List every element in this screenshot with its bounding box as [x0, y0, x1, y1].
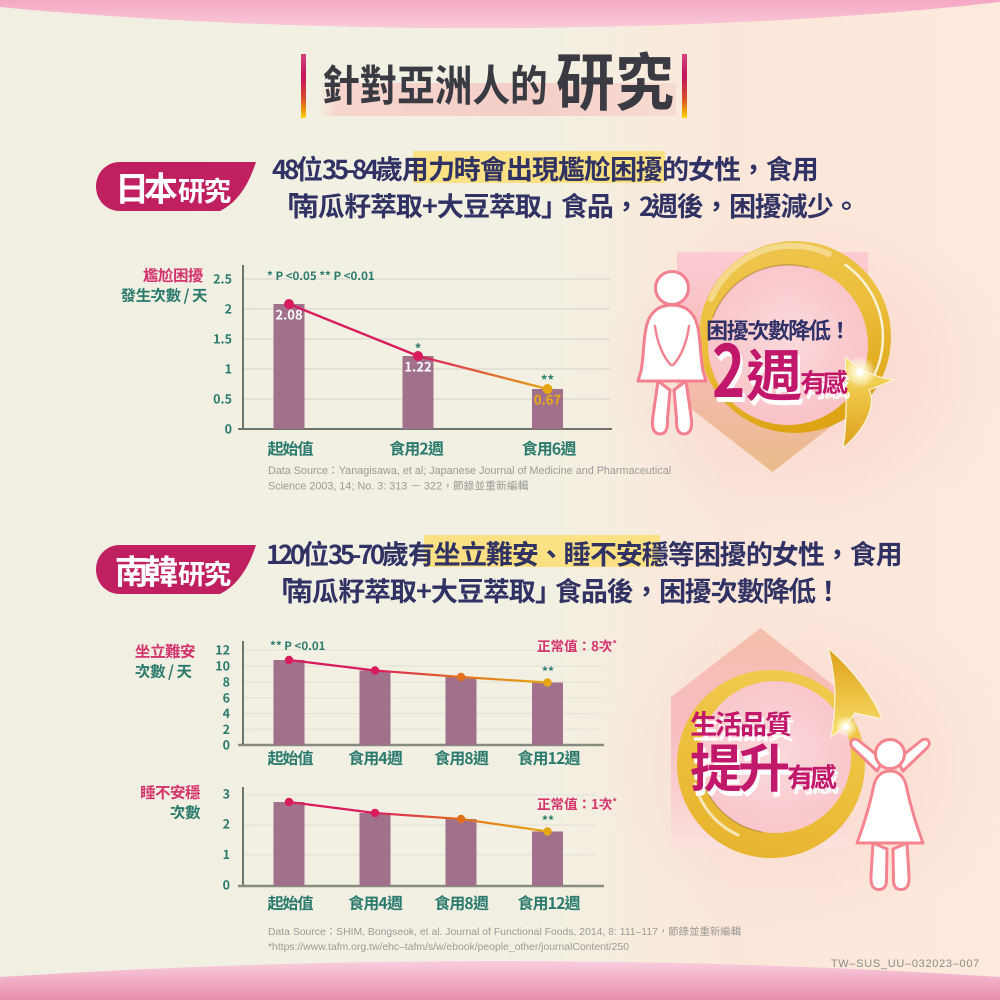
- svg-text:生活品質: 生活品質: [690, 703, 791, 742]
- svg-text:0.5: 0.5: [213, 389, 232, 408]
- svg-text:2: 2: [225, 299, 232, 318]
- svg-text:尷尬困擾: 尷尬困擾: [142, 264, 203, 286]
- svg-text:**: **: [542, 663, 554, 680]
- svg-text:1: 1: [223, 844, 230, 863]
- svg-text:食用4週: 食用4週: [348, 890, 403, 914]
- svg-text:生活品質: 生活品質: [693, 708, 794, 747]
- svg-text:*https://www.tafm.org.tw/ehc–t: *https://www.tafm.org.tw/ehc–tafm/s/w/eb…: [268, 942, 629, 953]
- svg-text:提升: 提升: [690, 727, 788, 802]
- svg-text:食用8週: 食用8週: [434, 890, 489, 914]
- svg-text:食用2週: 食用2週: [389, 436, 444, 460]
- svg-text:4: 4: [223, 703, 231, 722]
- svg-text:有感: 有感: [803, 368, 851, 405]
- svg-text:食用12週: 食用12週: [518, 890, 582, 914]
- svg-text:0: 0: [223, 735, 230, 754]
- svg-text:8: 8: [223, 672, 230, 691]
- svg-text:2: 2: [715, 318, 748, 423]
- svg-text:* P <0.05 ** P <0.01: * P <0.05 ** P <0.01: [267, 268, 375, 284]
- svg-text:1: 1: [225, 359, 232, 378]
- svg-text:週: 週: [749, 337, 805, 418]
- svg-text:食用4週: 食用4週: [348, 745, 403, 769]
- svg-text:起始值: 起始值: [267, 890, 313, 914]
- svg-text:起始值: 起始值: [267, 745, 313, 769]
- svg-text:食用6週: 食用6週: [522, 436, 577, 460]
- svg-text:1.5: 1.5: [213, 329, 232, 348]
- svg-text:0.67: 0.67: [534, 390, 562, 409]
- svg-text:1.22: 1.22: [404, 357, 431, 376]
- svg-text:食用12週: 食用12週: [518, 745, 582, 769]
- svg-text:2: 2: [223, 719, 230, 738]
- svg-text:食用8週: 食用8週: [434, 745, 489, 769]
- svg-text:有感: 有感: [790, 761, 841, 800]
- svg-text:次數 / 天: 次數 / 天: [135, 660, 193, 682]
- svg-text:正常值：8次*: 正常值：8次*: [537, 635, 617, 655]
- svg-text:有感: 有感: [800, 363, 848, 400]
- svg-text:次數: 次數: [170, 801, 201, 823]
- svg-text:2: 2: [712, 313, 745, 418]
- svg-text:提升: 提升: [693, 732, 791, 807]
- svg-text:有感: 有感: [787, 756, 838, 795]
- svg-text:2.08: 2.08: [275, 305, 303, 324]
- svg-text:坐立難安: 坐立難安: [135, 640, 195, 662]
- svg-text:Science 2003, 14; No. 3: 313 －: Science 2003, 14; No. 3: 313 － 322，節錄並重新…: [268, 480, 529, 493]
- svg-text:0: 0: [223, 875, 230, 894]
- svg-text:**: **: [542, 812, 554, 829]
- svg-text:起始值: 起始值: [267, 436, 313, 460]
- svg-text:10: 10: [215, 656, 230, 675]
- svg-text:12: 12: [215, 640, 230, 659]
- svg-text:0: 0: [225, 419, 232, 438]
- svg-text:困擾次數降低！: 困擾次數降低！: [706, 314, 850, 346]
- svg-text:發生次數 / 天: 發生次數 / 天: [120, 284, 208, 306]
- svg-text:3: 3: [223, 784, 230, 803]
- svg-text:2: 2: [223, 814, 230, 833]
- svg-text:週: 週: [746, 332, 802, 413]
- svg-text:*: *: [415, 339, 422, 358]
- svg-text:睡不安穩: 睡不安穩: [140, 781, 200, 803]
- svg-text:6: 6: [223, 688, 230, 707]
- svg-text:2.5: 2.5: [213, 269, 232, 288]
- svg-text:Data Source：SHIM, Bongseok, et: Data Source：SHIM, Bongseok, et al. Journ…: [268, 925, 742, 938]
- svg-text:Data Source：Yanagisawa, et al;: Data Source：Yanagisawa, et al; Japanese …: [268, 465, 671, 477]
- svg-text:正常值：1次*: 正常值：1次*: [537, 793, 617, 813]
- svg-text:**: **: [541, 370, 554, 389]
- svg-text:** P <0.01: ** P <0.01: [270, 638, 326, 654]
